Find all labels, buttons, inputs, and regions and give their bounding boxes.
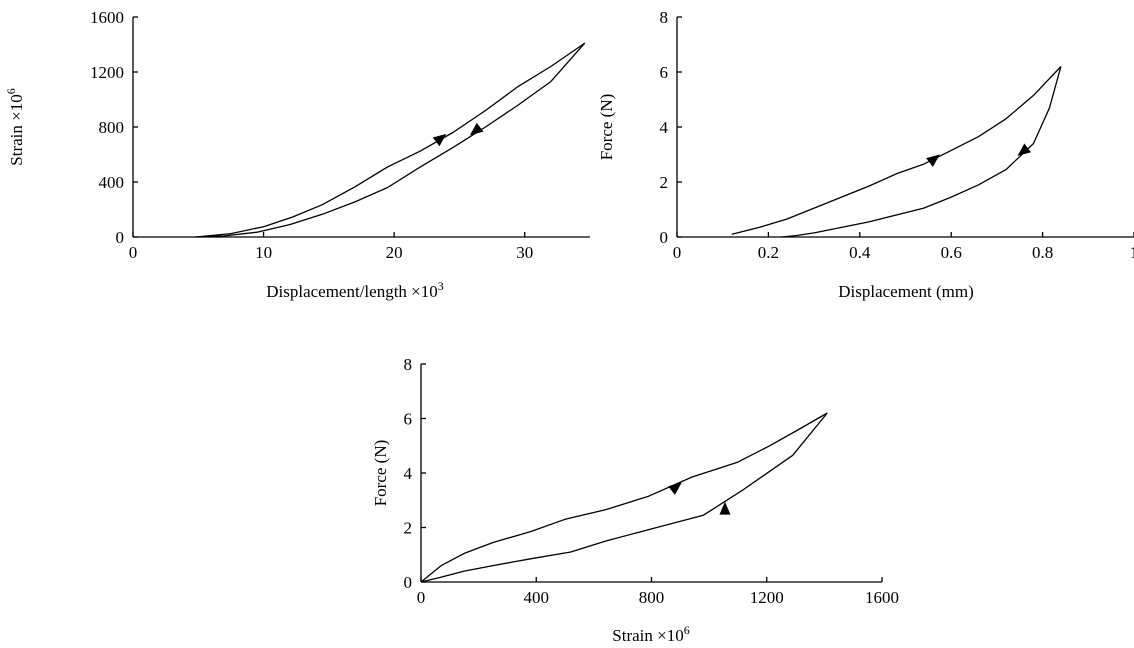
x-tick-label: 1600 — [865, 588, 899, 607]
unloading-arrow-icon — [1017, 143, 1032, 156]
y-tick-label: 6 — [660, 63, 669, 82]
y-tick-label: 1200 — [90, 63, 124, 82]
x-axis-label: Displacement (mm) — [838, 282, 974, 301]
y-tick-label: 8 — [404, 355, 413, 374]
unloading-arrow-icon — [719, 501, 731, 515]
y-axis-label: Force (N) — [371, 440, 390, 507]
unloading-curve — [782, 66, 1062, 238]
y-tick-label: 0 — [660, 228, 669, 247]
y-tick-label: 8 — [660, 8, 669, 27]
x-tick-label: 400 — [524, 588, 550, 607]
x-tick-label: 1200 — [750, 588, 784, 607]
loading-arrow-icon — [432, 133, 447, 147]
y-axis-label: Force (N) — [597, 94, 616, 161]
y-tick-label: 800 — [99, 118, 125, 137]
x-tick-label: 0.8 — [1032, 243, 1053, 262]
y-tick-label: 1600 — [90, 8, 124, 27]
y-tick-label: 2 — [660, 173, 669, 192]
y-axis-label: Strain ×106 — [4, 88, 26, 165]
y-tick-label: 0 — [404, 573, 413, 592]
unloading-curve — [195, 42, 586, 238]
loading-curve — [731, 66, 1062, 235]
y-tick-label: 6 — [404, 410, 413, 429]
x-tick-label: 0.2 — [758, 243, 779, 262]
x-axis-label: Displacement/length ×103 — [266, 279, 444, 301]
x-tick-label: 0 — [673, 243, 682, 262]
loading-arrow-icon — [668, 482, 682, 495]
x-tick-label: 0.4 — [849, 243, 871, 262]
y-tick-label: 2 — [404, 519, 413, 538]
loading-curve — [420, 412, 828, 583]
chart-2: 0 0.2 0.4 0.6 0.8 1 0 2 4 6 8 Displacement (mm) Forc… — [597, 8, 1134, 301]
y-tick-label: 0 — [116, 228, 125, 247]
unloading-arrow-icon — [469, 122, 484, 136]
x-tick-label: 10 — [255, 243, 272, 262]
unloading-curve — [420, 412, 828, 583]
chart-3: 0 400 800 1200 1600 0 2 4 6 8 Strain ×106 Force (N) — [371, 355, 899, 645]
loading-curve — [195, 42, 586, 238]
x-tick-label: 0 — [129, 243, 138, 262]
y-tick-label: 4 — [404, 464, 413, 483]
x-tick-label: 20 — [386, 243, 403, 262]
x-tick-label: 1 — [1130, 243, 1134, 262]
chart-1: 0 10 20 30 0 400 800 1200 1600 Displacement/lengt… — [4, 8, 590, 301]
x-axis-label: Strain ×106 — [612, 623, 689, 645]
x-tick-label: 30 — [516, 243, 533, 262]
x-tick-label: 0 — [417, 588, 426, 607]
x-tick-label: 800 — [639, 588, 665, 607]
y-tick-label: 4 — [660, 118, 669, 137]
x-tick-label: 0.6 — [941, 243, 962, 262]
y-tick-label: 400 — [99, 173, 125, 192]
loading-arrow-icon — [926, 154, 940, 167]
